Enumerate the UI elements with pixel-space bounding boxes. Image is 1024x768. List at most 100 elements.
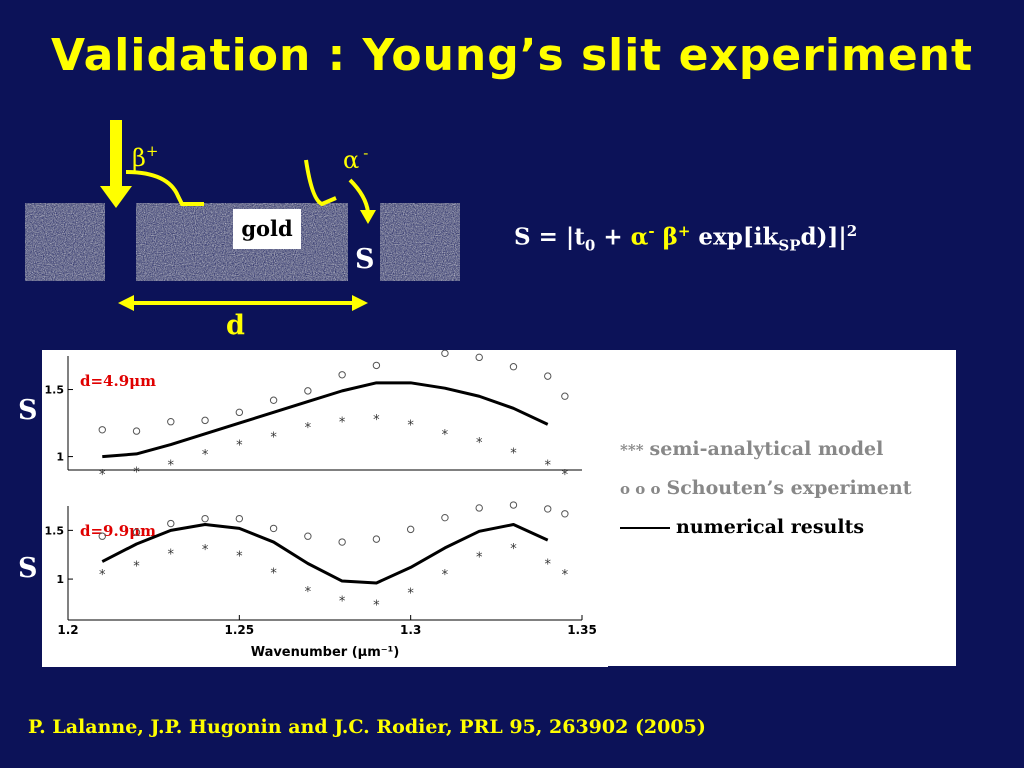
experiment-point bbox=[235, 514, 244, 523]
alpha-label: α- bbox=[343, 144, 368, 174]
experiment-point bbox=[406, 525, 415, 534]
semi-analytical-point: * bbox=[202, 543, 209, 558]
beta-path-arrow-upper bbox=[134, 180, 160, 188]
experiment-point bbox=[338, 371, 346, 379]
experiment-point bbox=[544, 505, 552, 513]
experiment-point bbox=[544, 372, 552, 380]
x-tick-label: 1.35 bbox=[567, 623, 597, 637]
experiment-point bbox=[269, 396, 278, 404]
y-tick-label: 1 bbox=[56, 451, 64, 464]
legend-panel: *** semi-analytical model o o o Schouten’s… bbox=[608, 350, 956, 666]
semi-analytical-point: * bbox=[407, 418, 414, 433]
semi-analytical-point: * bbox=[562, 568, 569, 583]
legend-line-symbol bbox=[620, 527, 670, 529]
experiment-point bbox=[167, 519, 175, 528]
experiment-point bbox=[98, 532, 106, 540]
experiment-point bbox=[509, 363, 518, 371]
experiment-point bbox=[441, 350, 449, 358]
semi-analytical-point: * bbox=[510, 542, 517, 557]
slide-title: Validation : Young’s slit experiment bbox=[50, 30, 974, 81]
legend-circle-symbol: o o o bbox=[620, 480, 661, 498]
beta-label: β+ bbox=[132, 142, 158, 172]
experiment-point bbox=[561, 510, 569, 518]
semi-analytical-point: * bbox=[270, 566, 277, 581]
legend-semi-analytical: *** semi-analytical model bbox=[620, 438, 883, 460]
legend-experiment-label: Schouten’s experiment bbox=[666, 477, 912, 499]
semi-analytical-point: * bbox=[407, 587, 414, 602]
semi-analytical-point: * bbox=[476, 551, 483, 566]
slit-s-label: S bbox=[355, 244, 375, 275]
experiment-point bbox=[98, 426, 106, 434]
distance-d-label: d bbox=[226, 310, 245, 341]
semi-analytical-point: * bbox=[99, 568, 106, 583]
legend-experiment: o o o Schouten’s experiment bbox=[620, 477, 911, 499]
d-double-arrow bbox=[118, 295, 368, 311]
panel-annotation-1: d=4.9μm bbox=[80, 372, 156, 390]
citation: P. Lalanne, J.P. Hugonin and J.C. Rodier… bbox=[28, 716, 706, 738]
experiment-point bbox=[304, 532, 312, 540]
legend-numerical: numerical results bbox=[620, 516, 864, 538]
experiment-point bbox=[475, 504, 483, 512]
semi-analytical-point: * bbox=[270, 430, 277, 445]
semi-analytical-point: * bbox=[133, 559, 140, 574]
experiment-point bbox=[235, 408, 244, 417]
beta-path-arrow bbox=[125, 170, 204, 206]
numerical-line-1 bbox=[102, 381, 549, 459]
semi-analytical-point: * bbox=[99, 468, 106, 483]
semi-analytical-point: * bbox=[168, 459, 175, 474]
x-axis-title: Wavenumber (μm⁻¹) bbox=[251, 645, 400, 660]
experiment-point bbox=[372, 361, 381, 370]
panel-annotation-2: d=9.9μm bbox=[80, 522, 156, 540]
alpha-path-arrow bbox=[304, 159, 337, 207]
numerical-line-2 bbox=[101, 523, 549, 585]
s-axis-label-bottom: S bbox=[18, 553, 38, 584]
x-tick-label: 1.3 bbox=[400, 623, 421, 637]
metal-block-left bbox=[25, 203, 105, 281]
semi-analytical-point: * bbox=[305, 585, 312, 600]
experiment-point bbox=[269, 524, 278, 533]
experiment-point bbox=[441, 513, 449, 522]
slit-diagram: β+ α- bbox=[25, 120, 460, 311]
gold-layer-label: gold bbox=[233, 209, 301, 249]
experiment-point bbox=[338, 538, 346, 546]
semi-analytical-point: * bbox=[305, 421, 312, 436]
y-tick-label: 1.5 bbox=[45, 384, 65, 397]
legend-star-symbol: *** bbox=[620, 441, 644, 459]
alpha-down-arrow bbox=[348, 178, 376, 224]
experiment-point bbox=[304, 387, 312, 395]
y-tick-label: 1.5 bbox=[45, 524, 65, 537]
incident-arrow bbox=[100, 120, 132, 208]
experiment-point bbox=[167, 418, 175, 426]
experiment-point bbox=[372, 535, 381, 543]
experiment-point bbox=[509, 501, 518, 509]
semi-analytical-point: * bbox=[236, 550, 243, 565]
metal-block-right bbox=[380, 203, 460, 281]
experiment-point bbox=[201, 514, 209, 523]
intensity-formula: S = |t0 + α- β+ exp[ikSPd)]|2 bbox=[514, 222, 858, 255]
s-axis-label-top: S bbox=[18, 395, 38, 426]
semi-analytical-point: * bbox=[339, 595, 346, 610]
experiment-point bbox=[475, 353, 483, 362]
semi-analytical-point: * bbox=[339, 416, 346, 431]
semi-analytical-point: * bbox=[510, 447, 517, 462]
semi-analytical-point: * bbox=[202, 448, 209, 463]
semi-analytical-point: * bbox=[442, 568, 449, 583]
semi-analytical-point: * bbox=[168, 548, 175, 563]
legend-semi-label: semi-analytical model bbox=[649, 438, 884, 460]
chart-panel: 1 1.5 d=4.9μm * * * * * * * * * * * * * * * 1 1.5 1.2 1.25 1.3… bbox=[42, 350, 608, 667]
semi-analytical-point: * bbox=[373, 598, 380, 613]
semi-analytical-point: * bbox=[476, 436, 483, 451]
semi-analytical-point: * bbox=[544, 459, 551, 474]
semi-analytical-point: * bbox=[373, 413, 380, 428]
experiment-point bbox=[132, 427, 141, 435]
experiment-point bbox=[201, 416, 209, 425]
semi-analytical-point: * bbox=[544, 557, 551, 572]
semi-analytical-point: * bbox=[442, 428, 449, 443]
legend-numerical-label: numerical results bbox=[676, 516, 865, 538]
semi-analytical-point: * bbox=[236, 439, 243, 454]
experiment-point bbox=[132, 528, 141, 537]
x-tick-label: 1.2 bbox=[57, 623, 78, 637]
semi-analytical-point: * bbox=[562, 468, 569, 483]
experiment-point bbox=[561, 392, 569, 400]
semi-analytical-point: * bbox=[133, 465, 140, 480]
